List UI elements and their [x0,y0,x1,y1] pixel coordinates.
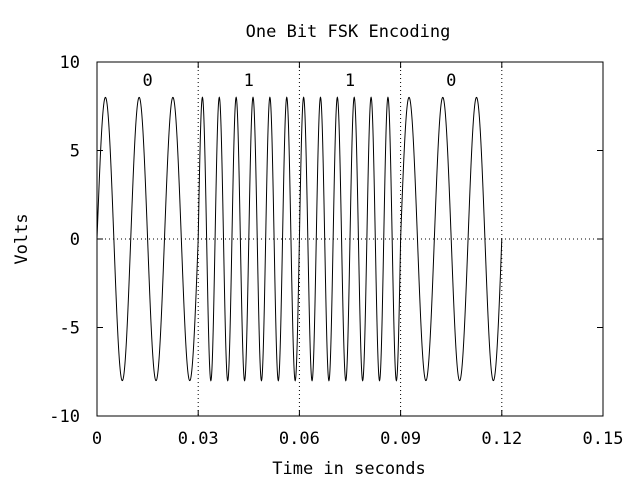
chart-title: One Bit FSK Encoding [246,22,451,42]
x-tick-label-3: 0.09 [380,429,421,449]
bit-label-3: 0 [446,71,456,91]
bit-label-1: 1 [244,71,254,91]
x-tick-label-1: 0.03 [178,429,219,449]
x-tick-label-4: 0.12 [481,429,522,449]
y-axis-label: Volts [12,213,32,264]
x-tick-label-2: 0.06 [279,429,320,449]
fsk-waveform-line [96,96,503,382]
x-tick-label-5: 0.15 [583,429,624,449]
label-layer: 0 1 1 0 [142,71,456,91]
y-tick-label-2: 0 [70,230,80,250]
y-tick-label-1: 5 [70,142,80,162]
x-axis-label: Time in seconds [272,459,426,479]
y-tick-label-0: 10 [60,53,80,73]
x-tick-label-0: 0 [92,429,102,449]
bit-label-0: 0 [142,71,152,91]
y-tick-label-3: -5 [60,319,80,339]
y-tick-label-4: -10 [49,407,80,427]
wave-layer [96,96,503,382]
bit-label-2: 1 [345,71,355,91]
